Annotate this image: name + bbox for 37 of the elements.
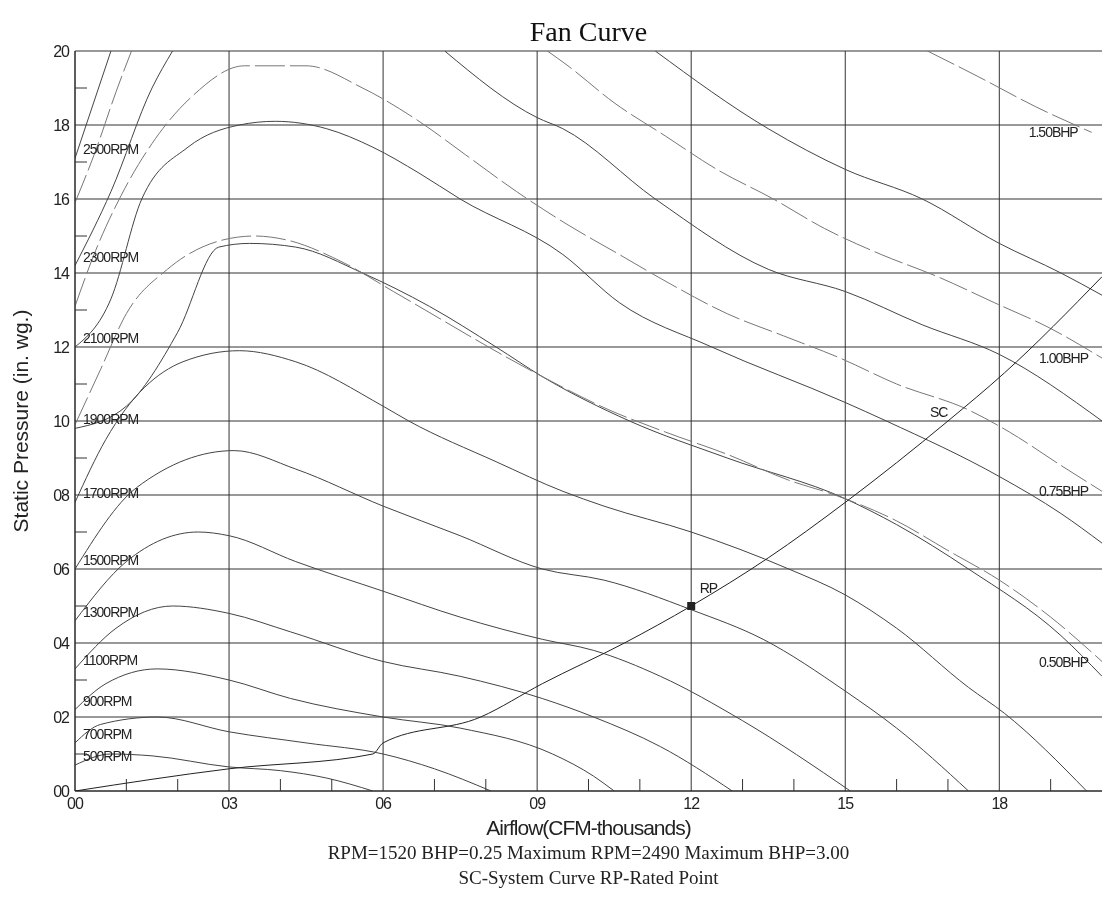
x-tick-label: 03 — [221, 795, 239, 812]
y-tick-label: 08 — [53, 487, 71, 504]
series-label: 2500RPM — [83, 141, 139, 158]
series-label: 1700RPM — [83, 485, 139, 502]
y-axis-title: Static Pressure (in. wg.) — [9, 309, 32, 533]
series-label: 2100RPM — [83, 330, 139, 346]
y-tick-label: 18 — [53, 117, 71, 134]
series-label: 1100RPM — [83, 651, 138, 668]
y-tick-label: 14 — [53, 265, 71, 282]
series-label: 2300RPM — [83, 248, 139, 265]
y-tick-label: 12 — [53, 339, 71, 356]
series-label: 900RPM — [83, 692, 132, 709]
series-label: 1.50BHP — [1028, 124, 1079, 141]
series-label: 1.00BHP — [1038, 350, 1089, 367]
series-label: RP — [699, 580, 718, 597]
series-label: 0.50BHP — [1038, 653, 1089, 670]
series-label: SC — [929, 404, 949, 420]
y-tick-label: 02 — [53, 709, 71, 726]
x-tick-label: 12 — [683, 795, 701, 812]
text: SC-System Curve RP-Rated Point — [457, 867, 720, 889]
x-tick-label: 18 — [991, 795, 1009, 812]
series-label: 1300RPM — [83, 603, 139, 620]
series-label: 500RPM — [83, 748, 132, 765]
y-tick-label: 16 — [53, 191, 71, 208]
chart-title: Fan Curve — [528, 16, 649, 48]
x-tick-label: 15 — [837, 795, 855, 812]
x-tick-label: 09 — [529, 795, 547, 812]
y-tick-label: 04 — [53, 635, 71, 652]
y-tick-label: 20 — [53, 43, 71, 60]
x-axis-title: Airflow(CFM-thousands) — [485, 816, 692, 840]
text: RPM=1520 BHP=0.25 Maximum RPM=2490 Maximum BHP=3.00 — [326, 842, 851, 864]
x-tick-label: 06 — [375, 795, 393, 812]
y-tick-label: 10 — [53, 413, 71, 430]
y-tick-label: 06 — [53, 561, 71, 578]
series-label: 1500RPM — [83, 552, 139, 568]
series-label: 0.75BHP — [1038, 483, 1089, 500]
series-label: 700RPM — [83, 725, 132, 742]
